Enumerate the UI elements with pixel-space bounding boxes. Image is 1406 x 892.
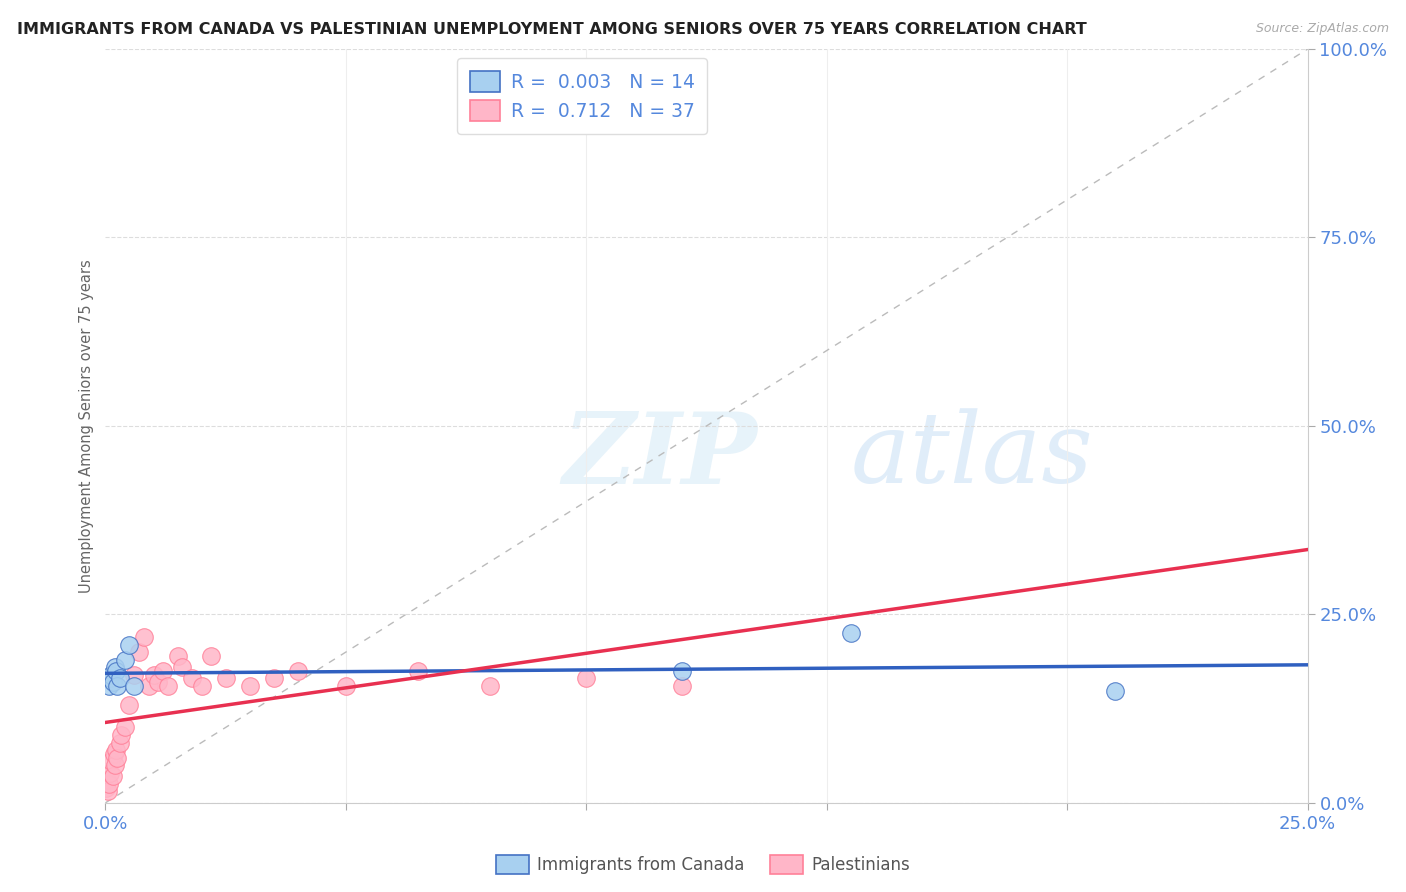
Point: [287, 664, 309, 678]
Point: [96, 780, 118, 795]
Point: [335, 679, 357, 693]
Point: [479, 679, 502, 693]
Text: ZIP: ZIP: [562, 408, 758, 504]
Point: [98, 765, 121, 780]
Point: [1104, 684, 1126, 698]
Point: [105, 743, 128, 757]
Point: [108, 735, 131, 749]
Point: [148, 675, 170, 690]
Point: [124, 679, 146, 693]
Point: [166, 648, 188, 663]
Point: [108, 672, 131, 686]
Point: [142, 667, 165, 681]
Text: atlas: atlas: [851, 409, 1094, 504]
Y-axis label: Unemployment Among Seniors over 75 years: Unemployment Among Seniors over 75 years: [79, 259, 94, 593]
Point: [105, 664, 128, 678]
Point: [98, 777, 121, 791]
Point: [100, 667, 122, 681]
Legend: R =  0.003   N = 14, R =  0.712   N = 37: R = 0.003 N = 14, R = 0.712 N = 37: [457, 59, 707, 134]
Point: [200, 648, 222, 663]
Point: [107, 750, 129, 764]
Point: [132, 630, 155, 644]
Point: [152, 664, 174, 678]
Point: [406, 664, 429, 678]
Point: [103, 747, 125, 761]
Point: [110, 728, 132, 742]
Point: [118, 698, 141, 712]
Point: [104, 660, 127, 674]
Point: [101, 769, 124, 783]
Point: [575, 672, 598, 686]
Point: [671, 679, 693, 693]
Point: [190, 679, 212, 693]
Legend: Immigrants from Canada, Palestinians: Immigrants from Canada, Palestinians: [489, 848, 917, 881]
Point: [98, 672, 121, 686]
Point: [138, 679, 160, 693]
Point: [118, 638, 141, 652]
Point: [104, 758, 127, 772]
Point: [100, 755, 122, 769]
Point: [128, 645, 150, 659]
Point: [839, 626, 862, 640]
Point: [96, 773, 118, 788]
Text: Source: ZipAtlas.com: Source: ZipAtlas.com: [1256, 22, 1389, 36]
Point: [98, 679, 121, 693]
Point: [101, 675, 124, 690]
Point: [124, 667, 146, 681]
Point: [114, 721, 136, 735]
Point: [181, 672, 204, 686]
Point: [114, 652, 136, 666]
Point: [263, 672, 285, 686]
Text: IMMIGRANTS FROM CANADA VS PALESTINIAN UNEMPLOYMENT AMONG SENIORS OVER 75 YEARS C: IMMIGRANTS FROM CANADA VS PALESTINIAN UN…: [17, 22, 1087, 37]
Point: [239, 679, 262, 693]
Point: [156, 679, 179, 693]
Point: [172, 660, 194, 674]
Point: [671, 664, 693, 678]
Point: [107, 679, 129, 693]
Point: [214, 672, 236, 686]
Point: [97, 784, 120, 798]
